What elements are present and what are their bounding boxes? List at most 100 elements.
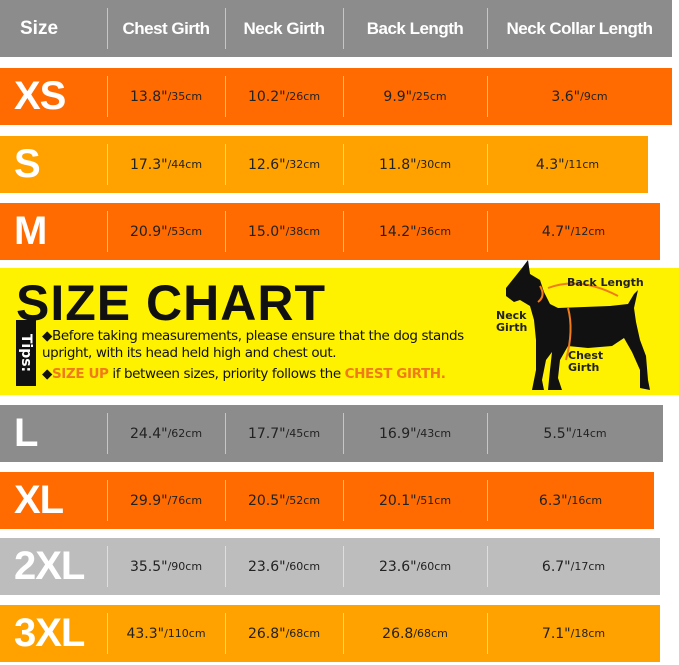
cell-chest: 13.8"/35cm <box>107 74 225 119</box>
column-divider <box>225 76 226 117</box>
cell-chest: 17.3"/44cm <box>107 142 225 187</box>
cell-chest: 43.3"/110cm <box>107 611 225 656</box>
cell-collar: 6.7"/17cm <box>487 544 660 589</box>
column-divider <box>225 613 226 654</box>
cell-chest: 35.5"/90cm <box>107 544 225 589</box>
size-label: S <box>14 142 41 186</box>
value-inches: 15.0" <box>247 223 286 240</box>
value-inches: 23.6" <box>378 558 417 575</box>
value-cm: /25cm <box>412 90 447 103</box>
value-inches: 6.7" <box>541 558 571 575</box>
column-divider <box>343 546 344 587</box>
column-divider <box>343 613 344 654</box>
value-cm: /17cm <box>570 560 606 573</box>
value-inches: 10.2" <box>247 88 286 105</box>
value-inches: 24.4" <box>129 425 168 442</box>
column-divider <box>343 144 344 185</box>
value-cm: /90cm <box>167 560 203 573</box>
back-length-label: Back Length <box>567 276 644 289</box>
value-cm: /62cm <box>167 427 203 440</box>
column-divider <box>225 8 226 49</box>
chest-girth-label: Chest Girth <box>568 349 604 374</box>
value-inches: 16.9" <box>378 425 417 442</box>
size-label: M <box>14 209 47 253</box>
cell-neck: 12.6"/32cm <box>225 142 343 187</box>
value-cm: /110cm <box>164 627 206 640</box>
column-divider <box>487 76 488 117</box>
header-back: Back Length <box>366 18 464 38</box>
value-inches: 26.8" <box>247 625 286 642</box>
value-inches: 17.3" <box>129 156 168 173</box>
header-neck: Neck Girth <box>243 18 325 38</box>
cell-collar: 3.6"/9cm <box>487 74 672 119</box>
value-cm: /9cm <box>580 90 608 103</box>
value-inches: 23.6" <box>247 558 286 575</box>
column-divider <box>487 8 488 49</box>
value-cm: /30cm <box>416 158 452 171</box>
cell-collar: 5.5"/14cm <box>487 411 663 456</box>
value-inches: 6.3" <box>538 492 568 509</box>
size-label: XL <box>14 478 64 522</box>
column-divider <box>487 413 488 454</box>
neck-girth-label: Neck Girth <box>496 309 528 334</box>
column-divider <box>487 480 488 521</box>
table-row: L 24.4"/62cm 17.7"/45cm 16.9"/43cm 5.5"/14cm <box>0 405 663 462</box>
column-divider <box>343 76 344 117</box>
size-label: XS <box>14 74 66 118</box>
column-divider <box>225 480 226 521</box>
value-cm: /43cm <box>416 427 452 440</box>
column-divider <box>343 8 344 49</box>
value-inches: 11.8" <box>378 156 417 173</box>
value-inches: 20.1" <box>378 492 417 509</box>
header-chest: Chest Girth <box>122 18 210 38</box>
value-cm: /36cm <box>416 225 452 238</box>
value-inches: 4.3" <box>535 156 565 173</box>
cell-collar: 6.3"/16cm <box>487 478 654 523</box>
value-cm: /52cm <box>285 494 321 507</box>
table-row: M 20.9"/53cm 15.0"/38cm 14.2"/36cm 4.7"/12cm <box>0 203 660 260</box>
column-divider <box>487 613 488 654</box>
value-cm: /53cm <box>167 225 203 238</box>
value-inches: 12.6" <box>247 156 286 173</box>
tips-label: Tips: <box>16 320 36 386</box>
value-inches: 43.3" <box>126 625 165 642</box>
value-cm: /26cm <box>285 90 321 103</box>
column-divider <box>107 144 108 185</box>
value-cm: /38cm <box>285 225 321 238</box>
table-row: XS 13.8"/35cm 10.2"/26cm 9.9"/25cm 3.6"/9cm <box>0 68 672 125</box>
cell-neck: 15.0"/38cm <box>225 209 343 254</box>
value-inches: 7.1" <box>541 625 571 642</box>
column-divider <box>107 413 108 454</box>
header-size: Size <box>20 17 59 39</box>
table-row: XL 29.9"/76cm 20.5"/52cm 20.1"/51cm 6.3"/16c… <box>0 472 654 529</box>
cell-back: 14.2"/36cm <box>343 209 487 254</box>
table-row: S 17.3"/44cm 12.6"/32cm 11.8"/30cm 4.3"/11cm <box>0 136 648 193</box>
size-label: L <box>14 411 38 455</box>
cell-collar: 4.7"/12cm <box>487 209 660 254</box>
column-divider <box>487 546 488 587</box>
cell-back: 26.8/68cm <box>343 611 487 656</box>
cell-neck: 26.8"/68cm <box>225 611 343 656</box>
value-inches: 20.5" <box>247 492 286 509</box>
value-inches: 9.9" <box>383 88 413 105</box>
column-divider <box>107 480 108 521</box>
cell-chest: 24.4"/62cm <box>107 411 225 456</box>
value-cm: /18cm <box>570 627 606 640</box>
header-collar: Neck Collar Length <box>506 18 653 38</box>
column-divider <box>225 413 226 454</box>
column-divider <box>487 211 488 252</box>
value-inches: 20.9" <box>129 223 168 240</box>
value-cm: /14cm <box>572 427 607 440</box>
tip-2: ◆SIZE UP if between sizes, priority foll… <box>42 366 446 382</box>
column-divider <box>107 76 108 117</box>
value-cm: /68cm <box>413 627 448 640</box>
cell-back: 11.8"/30cm <box>343 142 487 187</box>
value-cm: /45cm <box>285 427 321 440</box>
column-divider <box>343 480 344 521</box>
value-cm: /68cm <box>285 627 321 640</box>
column-divider <box>343 413 344 454</box>
banner-title: SIZE CHART <box>16 275 326 331</box>
table-row: 2XL 35.5"/90cm 23.6"/60cm 23.6"/60cm 6.7"/17… <box>0 538 660 595</box>
column-divider <box>107 211 108 252</box>
size-chart-banner: SIZE CHART Tips: ◆Before taking measurem… <box>0 260 679 395</box>
